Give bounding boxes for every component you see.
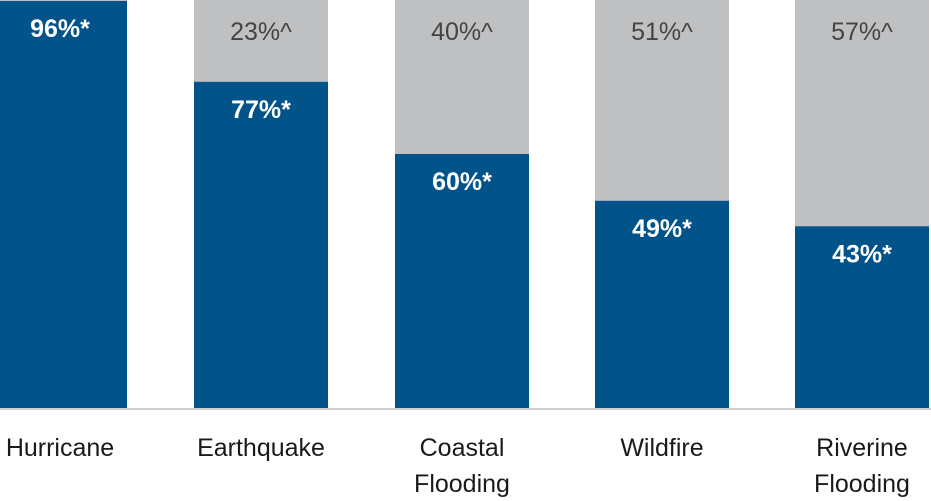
data-label-primary-riverine-flooding: 43%*: [832, 240, 892, 268]
bar-segment-bottom-riverine-flooding: [795, 226, 929, 409]
bar-segment-bottom-coastal-flooding: [395, 154, 529, 409]
category-label-line-wildfire-1: Wildfire: [620, 434, 703, 462]
category-label-hurricane: Hurricane: [6, 434, 114, 462]
data-label-primary-coastal-flooding: 60%*: [432, 168, 492, 196]
data-label-secondary-riverine-flooding: 57%^: [831, 18, 893, 46]
category-label-line-coastal-flooding-2: Flooding: [414, 470, 510, 498]
category-label-earthquake: Earthquake: [197, 434, 325, 462]
bar-segment-bottom-hurricane: [0, 1, 127, 409]
category-label-line-riverine-flooding-1: Riverine: [816, 434, 908, 462]
bar-segment-top-riverine-flooding: [795, 0, 929, 227]
bar-segment-top-coastal-flooding: [395, 0, 529, 154]
data-label-secondary-wildfire: 51%^: [631, 18, 693, 46]
data-label-primary-wildfire: 49%*: [632, 215, 692, 243]
category-label-riverine-flooding: Riverine Flooding: [814, 434, 910, 498]
category-label-line-coastal-flooding-1: Coastal: [420, 434, 505, 462]
bar-segment-top-earthquake: [194, 0, 328, 82]
category-label-line-hurricane-1: Hurricane: [6, 434, 114, 462]
data-label-primary-earthquake: 77%*: [231, 96, 291, 124]
category-label-wildfire: Wildfire: [620, 434, 703, 462]
bar-segment-top-hurricane: [0, 0, 127, 1]
bar-segment-bottom-earthquake: [194, 81, 328, 409]
bar-segment-bottom-wildfire: [595, 200, 729, 409]
bars-layer: [0, 0, 929, 409]
bar-segment-top-wildfire: [595, 0, 729, 201]
labels-layer: 96%* Hurricane 77%* 23%^ Earthquake 60%* 40%^ C…: [6, 15, 910, 498]
category-label-line-earthquake-1: Earthquake: [197, 434, 325, 462]
data-label-secondary-coastal-flooding: 40%^: [431, 18, 493, 46]
data-label-secondary-earthquake: 23%^: [230, 18, 292, 46]
data-label-primary-hurricane: 96%*: [30, 15, 90, 43]
category-label-coastal-flooding: Coastal Flooding: [414, 434, 510, 498]
category-label-line-riverine-flooding-2: Flooding: [814, 470, 910, 498]
